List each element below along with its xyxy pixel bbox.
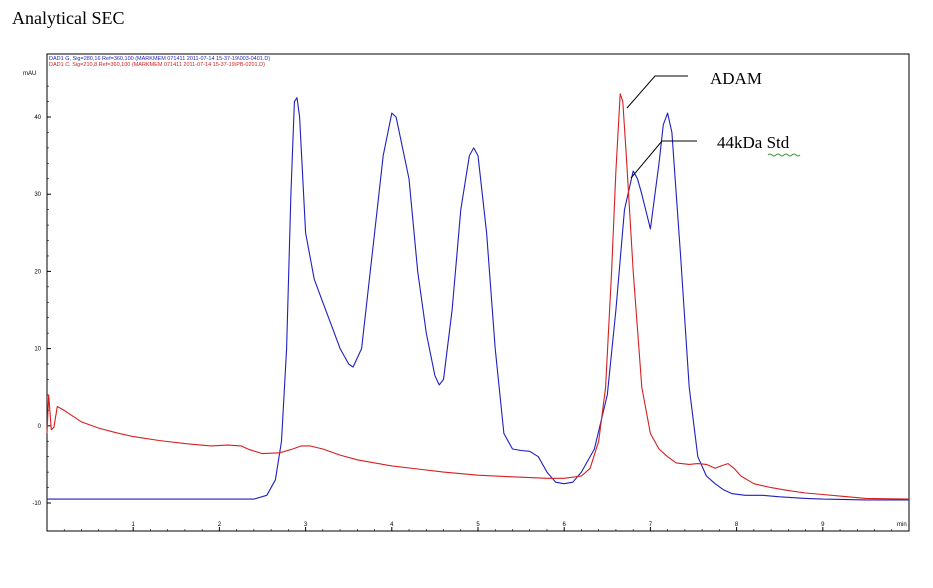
series-line-1 (46, 93, 910, 500)
y-tick-label: 30 (34, 192, 41, 198)
series-group (46, 93, 910, 501)
x-tick-label: 8 (735, 522, 739, 528)
annotation-leader-1 (630, 140, 697, 179)
x-tick-label: 2 (218, 522, 222, 528)
y-tick-label: 20 (34, 269, 41, 275)
y-tick-label: 40 (34, 115, 41, 121)
plot-frame (46, 53, 910, 532)
page-title: Analytical SEC (12, 8, 125, 28)
x-tick-label: 9 (821, 522, 825, 528)
series-line-0 (47, 97, 909, 501)
x-tick-label: 5 (476, 522, 480, 528)
x-tick-label: 7 (649, 522, 653, 528)
annotation-leader-0 (626, 75, 688, 109)
x-tick-label: 4 (390, 522, 394, 528)
annotation-label-0: ADAM (710, 69, 762, 88)
axes-group: -10 0 10 20 30 40 mAU 1 2 3 4 5 6 7 8 9 min (23, 71, 907, 531)
y-axis-label: mAU (23, 71, 36, 77)
legend-line-1: DAD1 C, Sig=210,8 Ref=360,100 (MARKMEM 0… (49, 62, 265, 68)
y-tick-label: -10 (32, 501, 41, 507)
x-tick-label: 1 (132, 522, 136, 528)
legend-group: DAD1 G, Sig=280,16 Ref=360,100 (MARKMEM … (49, 56, 270, 68)
x-tick-label: 6 (563, 522, 567, 528)
spellcheck-squiggle (767, 153, 801, 157)
annot-group: ADAM 44kDa Std (626, 69, 801, 179)
y-tick-label: 10 (34, 347, 41, 353)
y-tick-label: 0 (38, 424, 42, 430)
annotation-label-1: 44kDa Std (717, 133, 790, 152)
x-tick-label: 3 (304, 522, 308, 528)
legend-line-0: DAD1 G, Sig=280,16 Ref=360,100 (MARKMEM … (49, 56, 270, 62)
x-axis-label: min (897, 522, 907, 528)
